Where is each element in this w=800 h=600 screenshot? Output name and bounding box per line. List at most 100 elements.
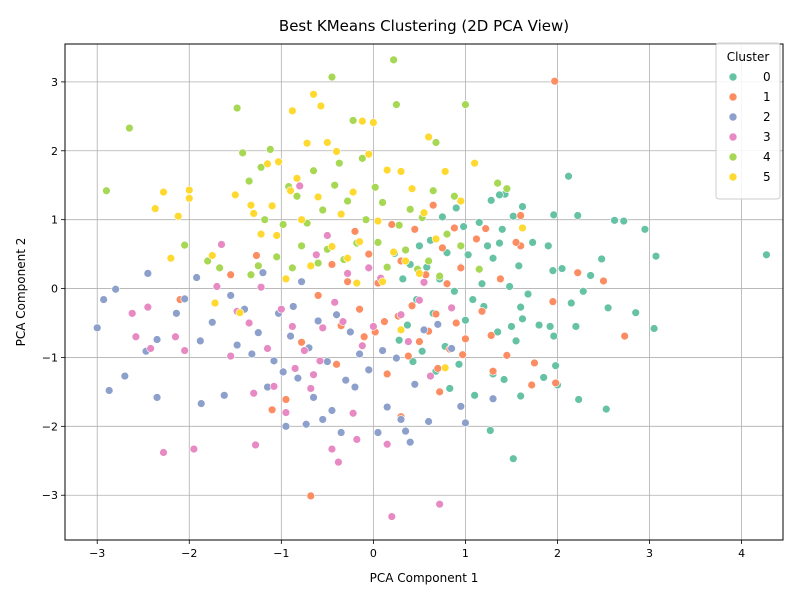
y-tick-label: −2 [42,420,58,433]
data-point [352,278,362,288]
data-point [281,395,291,404]
data-point [440,363,450,372]
cluster-3-points [127,181,456,521]
data-point [475,218,484,227]
y-tick-label: 3 [51,76,58,89]
data-point [254,328,263,337]
data-point [196,336,205,346]
data-point [316,101,326,111]
data-point [232,340,242,350]
data-point [551,378,560,388]
data-point [452,318,461,328]
data-point [166,254,176,263]
data-point [256,163,266,172]
data-point [392,100,401,109]
data-point [348,409,358,418]
data-point [523,289,533,299]
data-point [300,346,309,355]
data-point [498,225,507,234]
data-point [431,309,441,319]
data-point [120,371,130,381]
data-point [267,405,277,414]
data-point [424,417,433,426]
data-point [435,271,444,281]
data-point [220,391,229,400]
data-point [263,159,272,169]
data-point [392,353,401,363]
data-point [272,252,281,262]
data-point [394,336,404,345]
data-point [174,212,183,221]
data-point [401,256,410,266]
data-point [415,337,424,346]
y-tick-label: 2 [51,145,58,158]
data-point [247,349,257,359]
data-point [415,241,424,251]
data-point [410,225,419,234]
data-point [454,360,464,369]
legend-title: Cluster [727,50,770,64]
data-point [640,225,650,234]
x-tick-label: 2 [554,547,561,560]
data-point [419,278,429,287]
data-point [407,184,417,193]
data-point [431,234,441,244]
data-point [292,174,302,183]
data-point [410,380,419,389]
data-point [318,205,327,215]
data-point [516,302,525,312]
data-point [185,185,194,195]
data-point [256,229,266,239]
chart-title: Best KMeans Clustering (2D PCA View) [279,17,569,35]
data-point [548,266,558,275]
data-point [447,303,456,313]
legend-label: 5 [763,170,771,184]
data-point [335,158,344,168]
legend-marker [728,152,738,162]
data-point [389,247,398,257]
data-point [518,202,527,211]
data-point [488,394,498,403]
data-point [571,322,581,331]
data-point [518,314,527,324]
data-point [104,386,114,395]
data-point [396,325,406,335]
data-point [146,344,155,353]
data-point [389,55,398,65]
data-point [408,357,418,366]
data-point [468,295,477,304]
data-point [288,263,297,273]
data-point [269,382,279,391]
data-point [246,270,256,279]
data-point [290,364,300,373]
data-point [516,391,525,401]
data-point [348,116,358,125]
y-tick-label: 0 [51,283,58,296]
data-point [424,132,433,142]
data-point [269,356,279,366]
y-axis-ticks: −3 −2 −1 0 1 2 3 [42,76,65,502]
data-point [336,209,346,219]
data-point [528,238,537,247]
data-point [505,282,514,291]
data-point [302,139,312,148]
data-point [334,457,343,467]
data-point [511,238,521,247]
data-point [649,324,659,333]
data-point [762,250,771,260]
data-point [419,325,429,335]
data-point [180,346,189,355]
legend-marker [728,92,738,102]
data-point [567,298,576,308]
data-point [477,279,487,288]
data-point [382,165,392,175]
cluster-1-points [175,76,629,501]
data-point [534,320,544,330]
data-point [323,138,332,147]
data-point [355,349,364,359]
data-point [429,201,438,210]
data-point [493,178,502,188]
legend-marker [728,172,738,182]
data-point [249,209,258,218]
